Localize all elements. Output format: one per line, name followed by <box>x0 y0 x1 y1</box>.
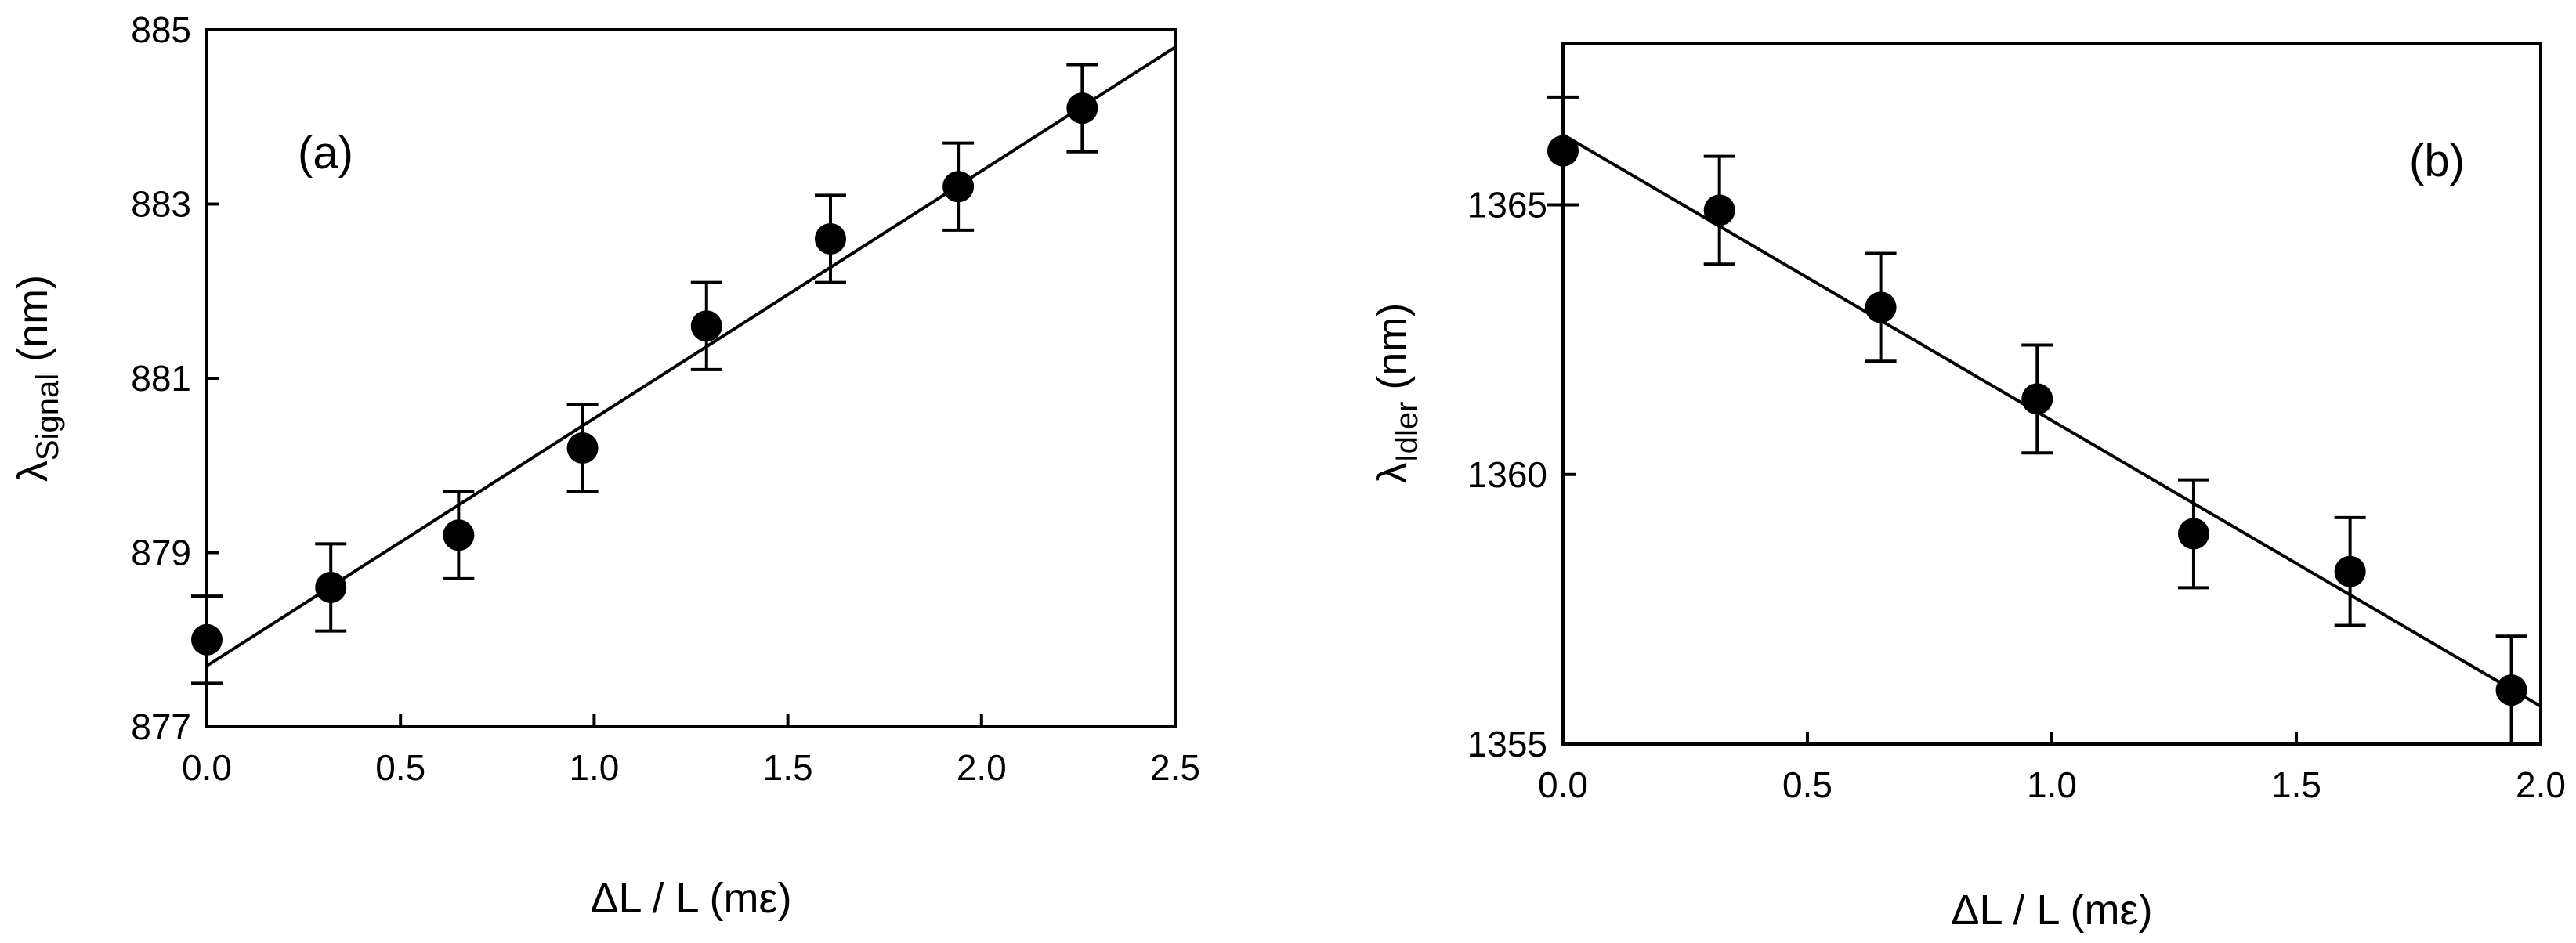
x-tick-label: 0.0 <box>182 747 232 788</box>
data-point <box>566 432 599 464</box>
x-tick-label: 0.5 <box>375 747 425 788</box>
data-point <box>942 171 975 203</box>
panel-label: (b) <box>2409 135 2465 186</box>
fit-line <box>205 45 1177 667</box>
y-tick-label: 877 <box>131 706 191 747</box>
x-tick-label: 1.0 <box>2027 764 2077 805</box>
data-point <box>1865 291 1897 323</box>
y-tick-label: 1365 <box>1467 185 1547 226</box>
panel-label: (a) <box>298 128 353 179</box>
data-point <box>443 519 475 551</box>
y-tick-label: 881 <box>131 358 191 399</box>
data-point <box>315 572 347 603</box>
data-point <box>2021 383 2053 415</box>
x-tick-label: 2.0 <box>2516 764 2566 805</box>
x-axis-title: ΔL / L (mε) <box>590 875 791 922</box>
y-tick-label: 883 <box>131 184 191 225</box>
x-axis-title: ΔL / L (mε) <box>1951 887 2152 934</box>
y-axis-title: λIdler (nm) <box>1369 303 1424 484</box>
data-point <box>814 223 846 255</box>
data-point <box>690 310 722 342</box>
y-tick-label: 1355 <box>1467 724 1547 764</box>
y-tick-label: 879 <box>131 533 191 573</box>
x-tick-label: 1.5 <box>2271 764 2321 805</box>
y-tick-label: 1360 <box>1467 454 1547 495</box>
x-tick-label: 0.5 <box>1782 764 1833 805</box>
data-point <box>1703 194 1735 226</box>
panel-b: 0.0 0.5 1.0 1.5 2.0 1355 1360 1365 (b) ΔL / L (mε… <box>1369 42 2566 934</box>
fit-line <box>1561 133 2542 708</box>
data-point <box>2495 674 2527 706</box>
x-tick-label: 2.5 <box>1150 747 1200 788</box>
y-tick-label: 885 <box>131 9 191 50</box>
data-point <box>191 623 223 656</box>
data-point <box>2177 518 2209 550</box>
x-tick-label: 1.5 <box>763 747 813 788</box>
x-tick-label: 2.0 <box>957 747 1007 788</box>
x-tick-label: 0.0 <box>1538 764 1588 805</box>
panel-a: 0.0 0.5 1.0 1.5 2.0 2.5 877 879 881 883 885 (a) ΔL /… <box>9 9 1200 922</box>
data-point <box>1547 135 1579 167</box>
y-axis-title: λSignal (nm) <box>9 275 65 482</box>
x-tick-label: 1.0 <box>569 747 619 788</box>
data-point <box>1066 92 1098 125</box>
data-point <box>2334 555 2366 587</box>
